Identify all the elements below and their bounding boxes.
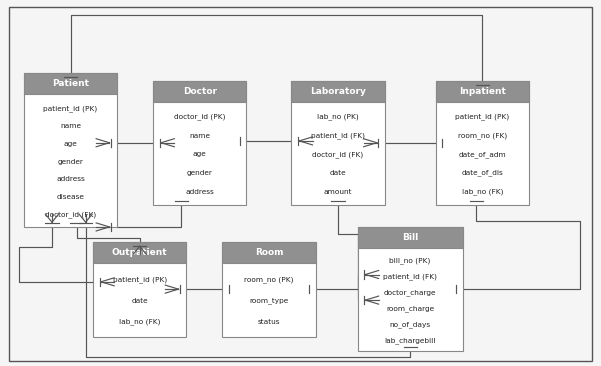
Text: lab_no (PK): lab_no (PK) [317,113,359,120]
Text: room_no (PK): room_no (PK) [244,276,294,283]
Text: name: name [60,123,81,129]
Text: gender: gender [187,170,213,176]
Bar [153,81,246,205]
Bar [93,242,186,263]
Text: doctor_charge: doctor_charge [384,289,436,296]
Text: Room: Room [255,248,283,257]
Text: patient_id (PK): patient_id (PK) [455,113,510,120]
Text: room_type: room_type [249,298,288,304]
Text: Patient: Patient [52,79,89,88]
Text: Doctor: Doctor [183,87,217,96]
Text: patient_id (PK): patient_id (PK) [43,105,98,112]
Text: Inpatient: Inpatient [459,87,505,96]
Text: lab_chargebill: lab_chargebill [385,337,436,344]
Text: doctor_id (PK): doctor_id (PK) [174,113,225,120]
Text: amount: amount [324,189,352,195]
Bar [358,227,463,248]
Bar [153,81,246,102]
Text: date: date [132,298,148,304]
Text: room_charge: room_charge [386,305,435,312]
Text: date: date [330,170,346,176]
Text: patient_id (FK): patient_id (FK) [383,273,437,280]
Text: patient_id (PK): patient_id (PK) [112,276,167,283]
Bar [436,81,529,102]
Text: Laboratory: Laboratory [310,87,366,96]
Text: disease: disease [56,194,85,200]
Text: doctor_id (FK): doctor_id (FK) [45,211,96,218]
Text: patient_id (FK): patient_id (FK) [311,132,365,139]
Bar [291,81,385,102]
Bar [24,73,117,227]
Bar [358,227,463,351]
Text: Outpatient: Outpatient [112,248,168,257]
Text: date_of_adm: date_of_adm [459,151,506,158]
Text: doctor_id (FK): doctor_id (FK) [313,151,364,158]
Text: lab_no (FK): lab_no (FK) [119,318,160,325]
Text: address: address [56,176,85,182]
Bar [291,81,385,205]
Bar [222,242,316,337]
Text: room_no (FK): room_no (FK) [458,132,507,139]
Text: date_of_dis: date_of_dis [462,170,503,176]
Text: age: age [193,151,207,157]
Text: age: age [64,141,78,147]
Text: Bill: Bill [402,233,418,242]
Bar [436,81,529,205]
Text: address: address [186,189,214,195]
Bar [24,73,117,94]
Text: name: name [189,132,210,138]
Text: bill_no (PK): bill_no (PK) [389,257,431,264]
Text: status: status [258,319,280,325]
Bar [222,242,316,263]
Bar [93,242,186,337]
Text: lab_no (FK): lab_no (FK) [462,188,503,195]
Text: gender: gender [58,158,84,165]
Text: no_of_days: no_of_days [389,321,431,328]
